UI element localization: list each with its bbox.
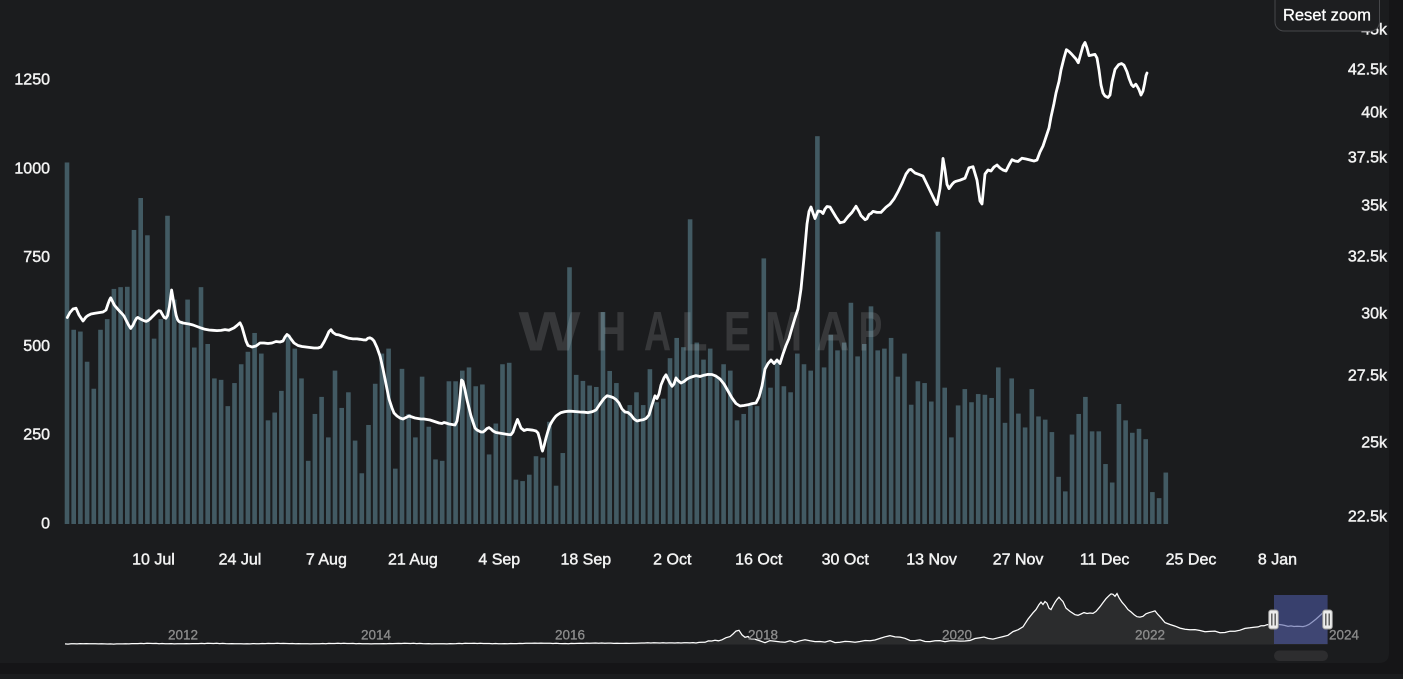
svg-text:2 Oct: 2 Oct (653, 552, 692, 569)
svg-text:7 Aug: 7 Aug (306, 552, 347, 569)
svg-text:750: 750 (23, 249, 50, 266)
svg-text:25 Dec: 25 Dec (1166, 552, 1217, 569)
svg-text:A: A (816, 300, 849, 363)
svg-text:40k: 40k (1361, 105, 1388, 122)
svg-text:1250: 1250 (14, 72, 50, 89)
svg-text:H: H (596, 300, 627, 363)
svg-text:A: A (644, 300, 671, 363)
svg-text:27 Nov: 27 Nov (993, 552, 1044, 569)
svg-text:21 Aug: 21 Aug (388, 552, 438, 569)
svg-text:2016: 2016 (555, 628, 585, 643)
svg-text:1000: 1000 (14, 160, 50, 177)
svg-text:250: 250 (23, 427, 50, 444)
svg-text:18 Sep: 18 Sep (560, 552, 611, 569)
svg-text:11 Dec: 11 Dec (1080, 552, 1130, 569)
svg-text:24 Jul: 24 Jul (219, 552, 262, 569)
svg-text:32.5k: 32.5k (1348, 249, 1388, 266)
svg-text:L: L (682, 300, 708, 363)
svg-text:M: M (765, 300, 803, 363)
svg-text:P: P (859, 300, 883, 363)
svg-text:2018: 2018 (748, 628, 778, 643)
svg-text:22.5k: 22.5k (1348, 509, 1388, 526)
svg-text:30k: 30k (1361, 306, 1388, 323)
svg-text:E: E (724, 300, 751, 363)
svg-text:16 Oct: 16 Oct (735, 552, 783, 569)
svg-text:W: W (519, 300, 581, 363)
svg-text:42.5k: 42.5k (1348, 62, 1388, 79)
svg-text:500: 500 (23, 338, 50, 355)
svg-text:2022: 2022 (1135, 628, 1165, 643)
svg-text:30 Oct: 30 Oct (822, 552, 870, 569)
svg-text:37.5k: 37.5k (1348, 150, 1388, 167)
svg-text:10 Jul: 10 Jul (132, 552, 175, 569)
svg-text:13 Nov: 13 Nov (906, 552, 957, 569)
svg-text:0: 0 (41, 516, 50, 533)
svg-text:27.5k: 27.5k (1348, 368, 1388, 385)
svg-text:Reset zoom: Reset zoom (1283, 7, 1371, 25)
svg-text:4 Sep: 4 Sep (478, 552, 520, 569)
svg-text:2014: 2014 (361, 628, 392, 643)
svg-text:25k: 25k (1361, 435, 1388, 452)
svg-text:8 Jan: 8 Jan (1258, 552, 1297, 569)
svg-text:35k: 35k (1361, 198, 1388, 215)
svg-text:2020: 2020 (942, 628, 972, 643)
svg-text:2024: 2024 (1329, 628, 1360, 643)
svg-text:2012: 2012 (168, 628, 198, 643)
